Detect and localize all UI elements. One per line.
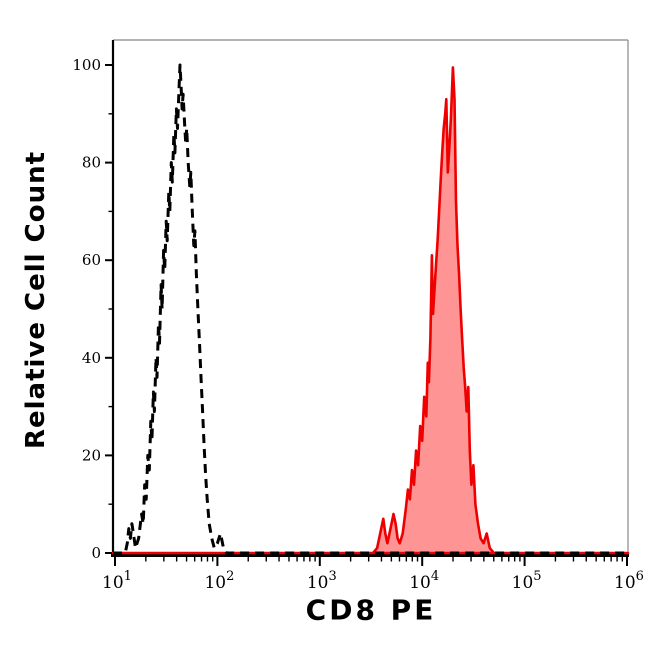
x-tick-label: 103 <box>307 569 337 593</box>
y-tick-label: 100 <box>72 56 101 74</box>
x-tick-label: 101 <box>102 569 132 593</box>
y-tick-label: 60 <box>82 251 101 269</box>
y-tick-label: 20 <box>82 446 101 464</box>
x-tick-label: 102 <box>204 569 234 593</box>
x-tick-label: 106 <box>614 569 644 593</box>
y-tick-label: 80 <box>82 154 101 172</box>
cd8-pe-stained-curve <box>111 66 630 555</box>
x-tick-label: 105 <box>512 569 542 593</box>
y-axis-title: Relative Cell Count <box>21 150 51 450</box>
x-axis-title: CD8 PE <box>305 593 437 627</box>
x-tick-label: 104 <box>409 569 439 593</box>
y-tick-label: 0 <box>91 544 101 562</box>
unstained-control-curve <box>113 63 628 555</box>
y-tick-label: 40 <box>82 349 101 367</box>
